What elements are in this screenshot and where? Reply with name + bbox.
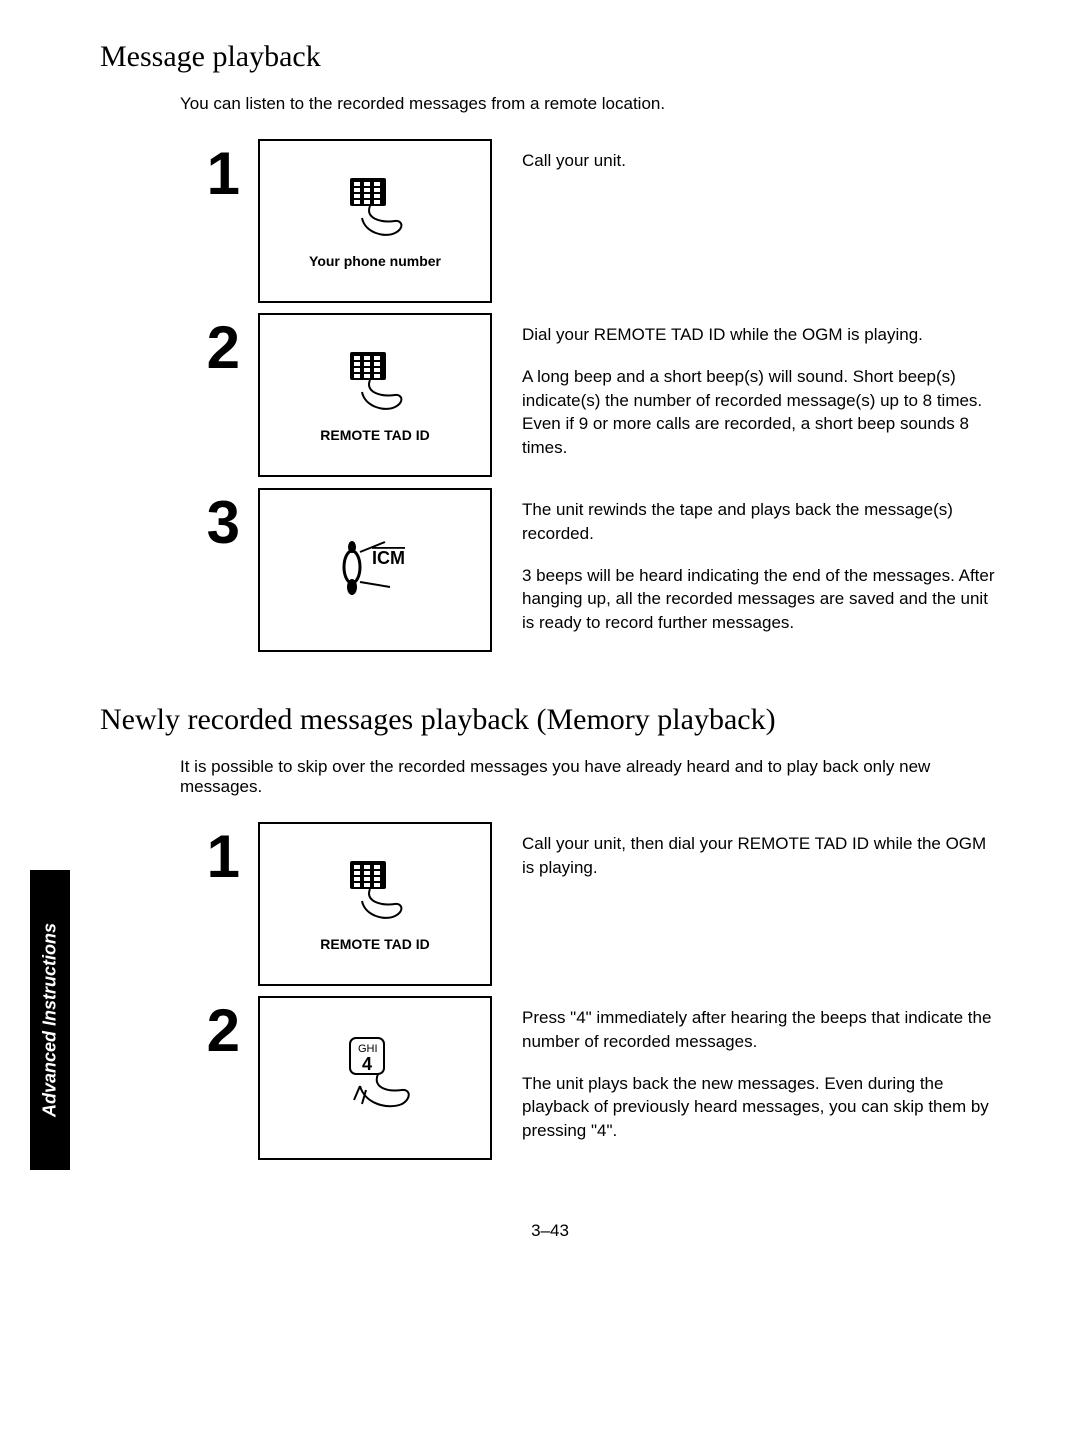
section2-intro: It is possible to skip over the recorded… bbox=[180, 757, 1000, 797]
step1-text: Call your unit. bbox=[522, 139, 1000, 191]
section2-title: Newly recorded messages playback (Memory… bbox=[100, 703, 1000, 737]
side-tab: Advanced Instructions bbox=[30, 870, 70, 1170]
svg-text:4: 4 bbox=[362, 1054, 372, 1074]
step3-text: The unit rewinds the tape and plays back… bbox=[522, 488, 1000, 653]
s2-step1-text: Call your unit, then dial your REMOTE TA… bbox=[522, 822, 1000, 898]
page-number: 3–43 bbox=[100, 1221, 1000, 1241]
step2-text: Dial your REMOTE TAD ID while the OGM is… bbox=[522, 313, 1000, 478]
step1-caption: Your phone number bbox=[309, 253, 441, 269]
s2-step2-text: Press "4" immediately after hearing the … bbox=[522, 996, 1000, 1161]
step-number: 3 bbox=[180, 493, 240, 553]
keypad-hand-icon bbox=[340, 173, 410, 243]
step2-caption: REMOTE TAD ID bbox=[320, 427, 429, 443]
cassette-icon: ICM bbox=[330, 532, 420, 607]
step-number: 2 bbox=[180, 1001, 240, 1061]
step-number: 2 bbox=[180, 318, 240, 378]
step-number: 1 bbox=[180, 144, 240, 204]
section1-step3: 3 ICM The unit rewinds the tape and play… bbox=[180, 488, 1000, 653]
step2-figure: REMOTE TAD ID bbox=[258, 313, 492, 477]
step-number: 1 bbox=[180, 827, 240, 887]
section1-title: Message playback bbox=[100, 40, 1000, 74]
section1-step2: 2 REMOTE TAD ID Dial your REMOTE TAD ID … bbox=[180, 313, 1000, 478]
s2-step1-figure: REMOTE TAD ID bbox=[258, 822, 492, 986]
keypad-hand-icon bbox=[340, 347, 410, 417]
section1-step1: 1 Your phone number Call your unit. bbox=[180, 139, 1000, 303]
step1-figure: Your phone number bbox=[258, 139, 492, 303]
keypad-hand-icon bbox=[340, 856, 410, 926]
section2-step2: 2 GHI 4 Press "4" immediately after hear… bbox=[180, 996, 1000, 1161]
section2-step1: 1 REMOTE TAD ID bbox=[180, 822, 1000, 986]
key-4-hand-icon: GHI 4 bbox=[330, 1030, 420, 1125]
s2-step2-figure: GHI 4 bbox=[258, 996, 492, 1160]
svg-text:ICM: ICM bbox=[372, 548, 405, 568]
step3-figure: ICM bbox=[258, 488, 492, 652]
section1-intro: You can listen to the recorded messages … bbox=[180, 94, 1000, 114]
s2-step1-caption: REMOTE TAD ID bbox=[320, 936, 429, 952]
